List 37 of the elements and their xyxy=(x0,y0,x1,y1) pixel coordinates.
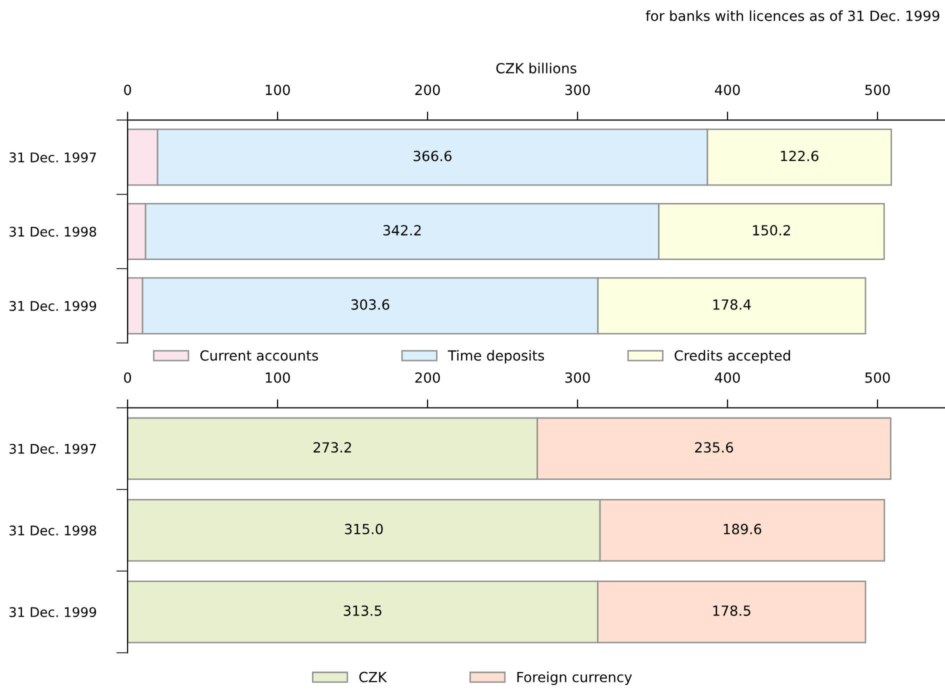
y-tick-label: 31 Dec. 1998 xyxy=(10,226,96,237)
x-tick-label: 0 xyxy=(124,372,132,383)
data-label: 342.2 xyxy=(383,225,421,236)
y-tick-label: 31 Dec. 1997 xyxy=(10,152,96,162)
x-axis-title: CZK billions xyxy=(496,62,576,74)
x-tick-label: 500 xyxy=(865,372,890,383)
x-tick-label: 300 xyxy=(565,84,590,96)
x-tick-label: 0 xyxy=(124,84,132,96)
legend-label: Credits accepted xyxy=(674,350,790,364)
data-label: 150.2 xyxy=(753,225,790,236)
x-tick-label: 300 xyxy=(565,372,590,383)
legend-label: Foreign currency xyxy=(517,672,632,685)
y-tick-label: 31 Dec. 1998 xyxy=(10,525,96,536)
data-label: 178.4 xyxy=(713,299,751,310)
x-tick-label: 500 xyxy=(865,84,890,96)
data-label: 189.6 xyxy=(724,524,762,534)
y-tick-label: 31 Dec. 1999 xyxy=(10,301,96,311)
data-label: 178.5 xyxy=(713,605,750,616)
data-label: 315.0 xyxy=(344,524,383,534)
x-tick-label: 100 xyxy=(266,372,290,383)
legend-label: Time deposits xyxy=(448,350,544,364)
data-label: 273.2 xyxy=(314,442,351,453)
data-label: 303.6 xyxy=(351,299,390,310)
legend-label: CZK xyxy=(359,672,388,682)
y-tick-label: 31 Dec. 1997 xyxy=(10,444,96,454)
legend-label: Current accounts xyxy=(200,350,318,361)
data-label: 313.5 xyxy=(344,605,382,616)
data-label: 235.6 xyxy=(695,442,734,453)
data-label: 366.6 xyxy=(414,150,452,162)
data-label: 122.6 xyxy=(781,150,818,162)
x-tick-label: 100 xyxy=(266,84,290,96)
x-tick-label: 200 xyxy=(415,84,440,96)
y-tick-label: 31 Dec. 1999 xyxy=(10,607,96,618)
x-tick-label: 400 xyxy=(714,84,740,96)
x-tick-label: 400 xyxy=(714,372,740,383)
x-tick-label: 200 xyxy=(415,372,440,383)
text: for banks with licences as of 31 Dec. 1999 xyxy=(646,10,940,22)
